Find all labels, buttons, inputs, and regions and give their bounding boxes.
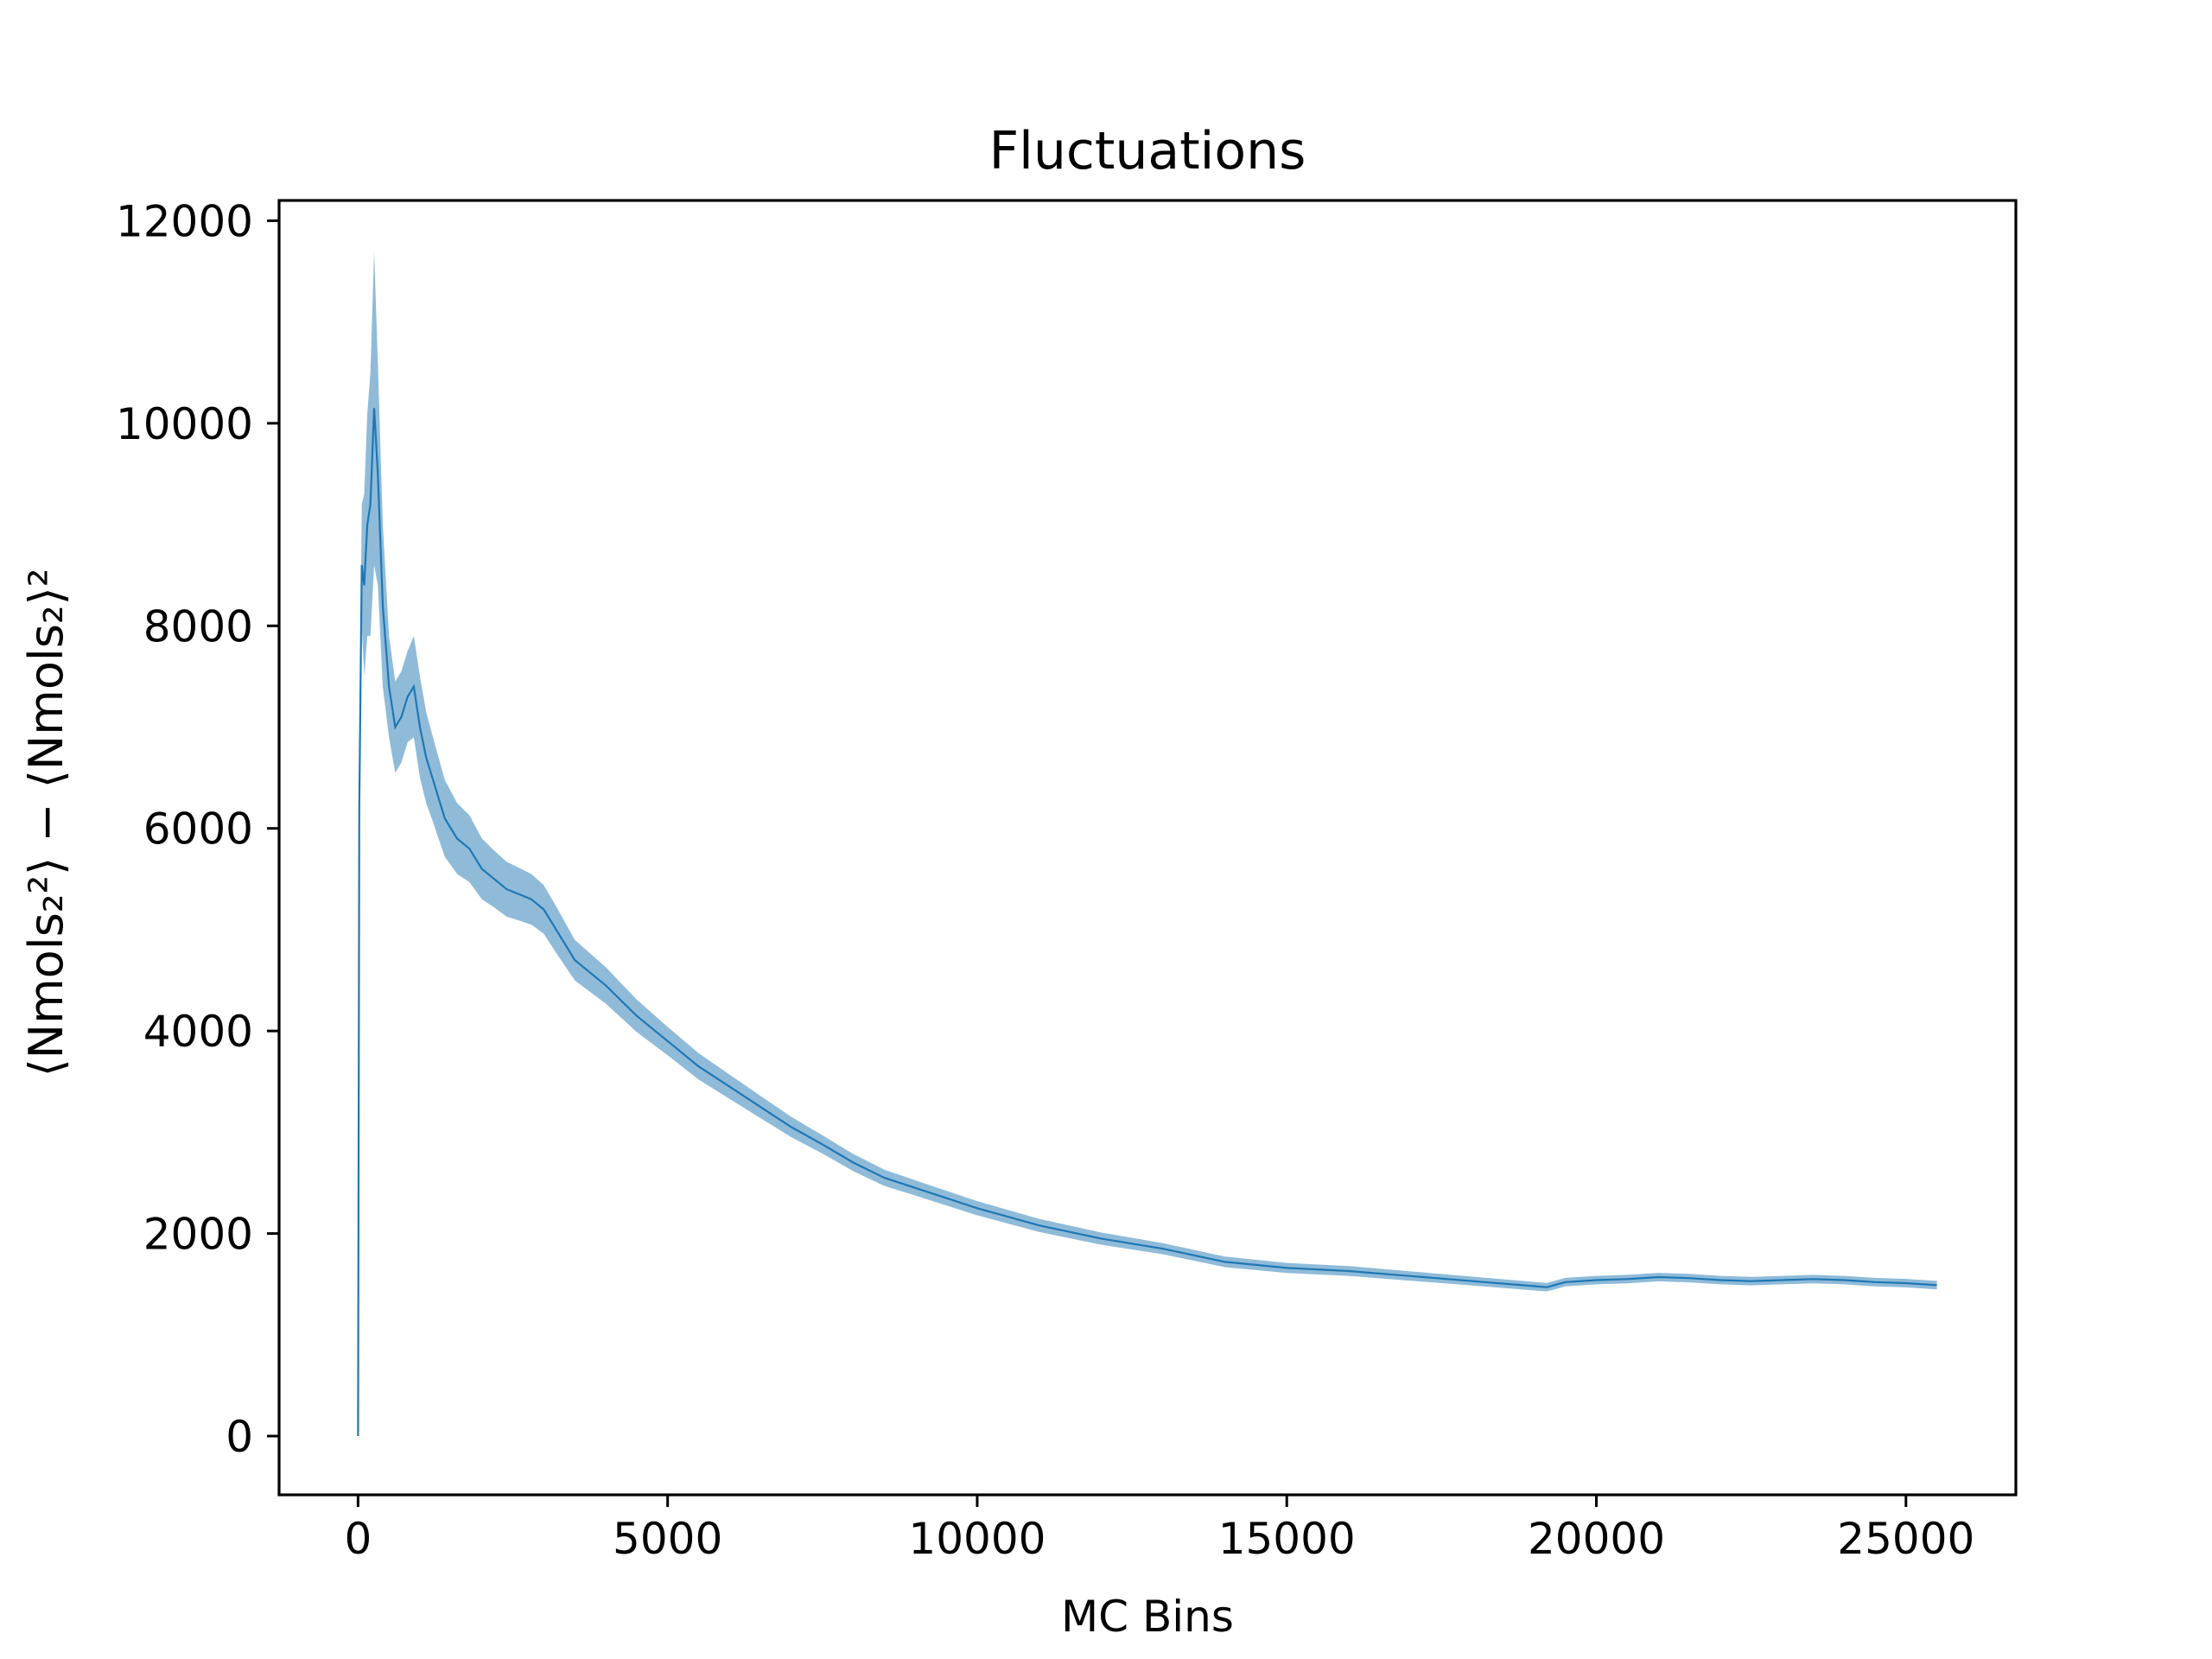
x-tick-label: 20000	[1528, 1514, 1665, 1564]
x-tick-label: 10000	[908, 1514, 1046, 1564]
y-tick-label: 10000	[116, 399, 253, 449]
y-tick-label: 4000	[143, 1007, 253, 1057]
axes-frame	[277, 199, 2018, 1497]
y-tick-label: 0	[226, 1412, 253, 1462]
x-tick-label: 0	[344, 1514, 372, 1564]
y-axis-label: ⟨Nmols₂²⟩ − ⟨Nmols₂⟩²	[19, 569, 73, 1077]
x-tick-label: 15000	[1218, 1514, 1356, 1564]
y-tick-label: 8000	[143, 601, 253, 652]
x-tick-label: 25000	[1837, 1514, 1974, 1564]
uncertainty-band	[358, 251, 1937, 1437]
x-tick-label: 5000	[613, 1514, 722, 1564]
y-tick-label: 6000	[143, 804, 253, 855]
y-tick-label: 2000	[143, 1210, 253, 1260]
y-tick-label: 12000	[116, 196, 253, 246]
chart-title: Fluctuations	[989, 121, 1306, 181]
x-axis: 0 5000 10000 15000 20000 25000	[344, 1495, 1974, 1564]
series-line	[357, 408, 1937, 1437]
y-axis: 0 2000 4000 6000 8000 10000 12000	[116, 196, 279, 1462]
plot-area	[357, 251, 1937, 1437]
x-axis-label: MC Bins	[1061, 1592, 1234, 1642]
